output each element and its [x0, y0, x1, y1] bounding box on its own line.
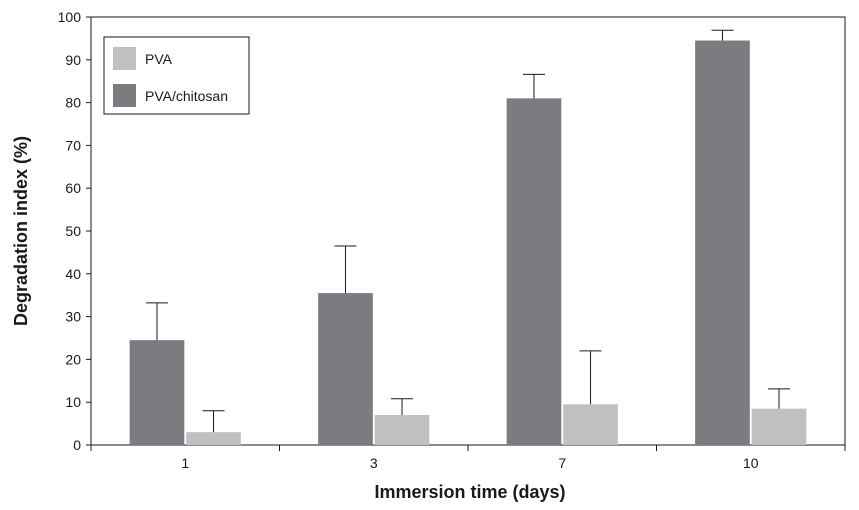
bar [751, 408, 807, 445]
y-tick-label: 80 [65, 95, 81, 111]
y-tick-label: 10 [65, 394, 81, 410]
legend: PVA PVA/chitosan [103, 36, 250, 115]
y-tick-label: 0 [73, 437, 81, 453]
y-tick-label: 20 [65, 351, 81, 367]
bar [186, 432, 241, 445]
y-axis-title: Degradation index (%) [11, 136, 31, 326]
y-axis: 0 10 20 30 40 50 60 70 80 90 100 [58, 9, 91, 453]
x-tick-label: 3 [370, 455, 378, 471]
legend-swatch [113, 84, 136, 107]
x-tick-label: 1 [181, 455, 189, 471]
legend-label: PVA/chitosan [145, 88, 228, 104]
y-tick-label: 100 [58, 9, 82, 25]
bar [318, 293, 373, 445]
y-tick-label: 50 [65, 223, 81, 239]
legend-label: PVA [145, 51, 173, 67]
y-tick-label: 40 [65, 266, 81, 282]
bar [563, 404, 618, 445]
x-axis-title: Immersion time (days) [374, 482, 565, 502]
legend-swatch [113, 47, 136, 70]
bar [695, 40, 750, 445]
x-axis: 1 3 7 10 [90, 445, 846, 471]
y-tick-label: 70 [65, 137, 81, 153]
x-tick-label: 10 [743, 455, 759, 471]
y-tick-label: 60 [65, 180, 81, 196]
y-tick-label: 30 [65, 309, 81, 325]
y-tick-label: 90 [65, 52, 81, 68]
x-tick-label: 7 [558, 455, 566, 471]
error-bars-layer [145, 29, 791, 433]
bar [129, 340, 185, 445]
bars-layer [129, 40, 807, 445]
bar [374, 415, 430, 445]
bar [506, 98, 562, 445]
